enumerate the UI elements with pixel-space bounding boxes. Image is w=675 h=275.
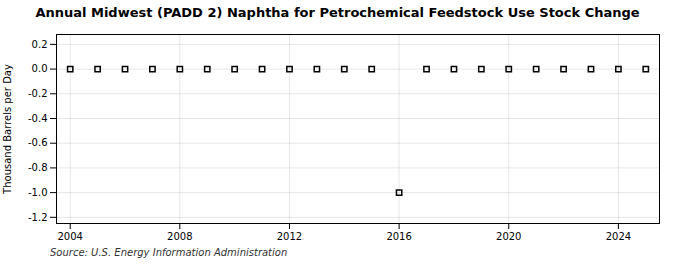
- svg-text:2004: 2004: [57, 231, 82, 242]
- svg-text:0.2: 0.2: [32, 39, 48, 50]
- svg-text:2008: 2008: [167, 231, 192, 242]
- html-text:Annual Midwest (PADD 2) Naphth: Annual Midwest (PADD 2) Naphtha for Petr…: [35, 5, 640, 20]
- svg-text:2012: 2012: [277, 231, 302, 242]
- svg-text:-0.8: -0.8: [28, 162, 48, 173]
- svg-text:Thousand Barrels per Day: Thousand Barrels per Day: [2, 64, 13, 195]
- svg-text:-0.4: -0.4: [28, 113, 48, 124]
- svg-text:-0.6: -0.6: [28, 137, 48, 148]
- svg-text:2020: 2020: [496, 231, 521, 242]
- svg-text:-1.0: -1.0: [28, 187, 48, 198]
- html-text:Source: U.S. Energy Informatio: Source: U.S. Energy Information Administ…: [50, 247, 288, 258]
- svg-text:-0.2: -0.2: [28, 88, 48, 99]
- svg-text:2016: 2016: [386, 231, 411, 242]
- svg-text:0.0: 0.0: [32, 63, 48, 74]
- svg-text:2024: 2024: [606, 231, 631, 242]
- svg-text:-1.2: -1.2: [28, 212, 48, 223]
